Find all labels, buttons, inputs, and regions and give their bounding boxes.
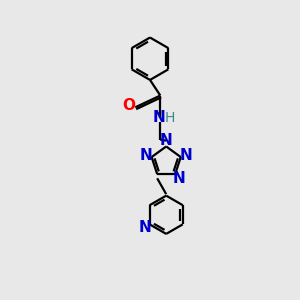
Text: N: N bbox=[172, 171, 185, 186]
Text: N: N bbox=[140, 148, 152, 163]
Text: N: N bbox=[138, 220, 151, 235]
Text: N: N bbox=[160, 133, 172, 148]
Text: H: H bbox=[164, 111, 175, 124]
Text: O: O bbox=[122, 98, 135, 113]
Text: N: N bbox=[152, 110, 165, 125]
Text: N: N bbox=[180, 148, 193, 163]
